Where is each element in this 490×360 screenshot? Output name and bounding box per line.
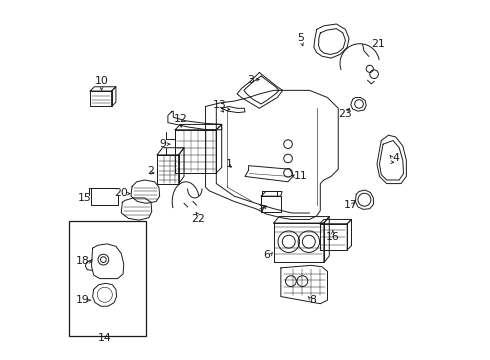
Text: 3: 3 <box>247 75 254 85</box>
Bar <box>69 221 147 336</box>
Text: 9: 9 <box>159 139 166 149</box>
Text: 10: 10 <box>95 76 108 86</box>
Text: 19: 19 <box>76 295 90 305</box>
Text: 12: 12 <box>173 114 187 124</box>
Text: 11: 11 <box>294 171 307 181</box>
Text: 21: 21 <box>371 39 385 49</box>
Text: 15: 15 <box>77 193 91 203</box>
Text: 18: 18 <box>76 256 90 266</box>
Text: 23: 23 <box>339 109 352 119</box>
Text: 7: 7 <box>258 206 265 216</box>
Text: 2: 2 <box>147 166 154 176</box>
Text: 14: 14 <box>98 333 112 343</box>
Text: 17: 17 <box>344 200 358 210</box>
Text: 20: 20 <box>114 188 128 198</box>
Text: 22: 22 <box>192 215 205 224</box>
Text: 6: 6 <box>263 250 270 260</box>
Text: 1: 1 <box>225 159 232 169</box>
Text: 13: 13 <box>213 100 227 110</box>
Text: 5: 5 <box>297 33 304 43</box>
Text: 16: 16 <box>326 232 340 242</box>
Text: 8: 8 <box>310 295 317 305</box>
Text: 4: 4 <box>392 153 399 163</box>
